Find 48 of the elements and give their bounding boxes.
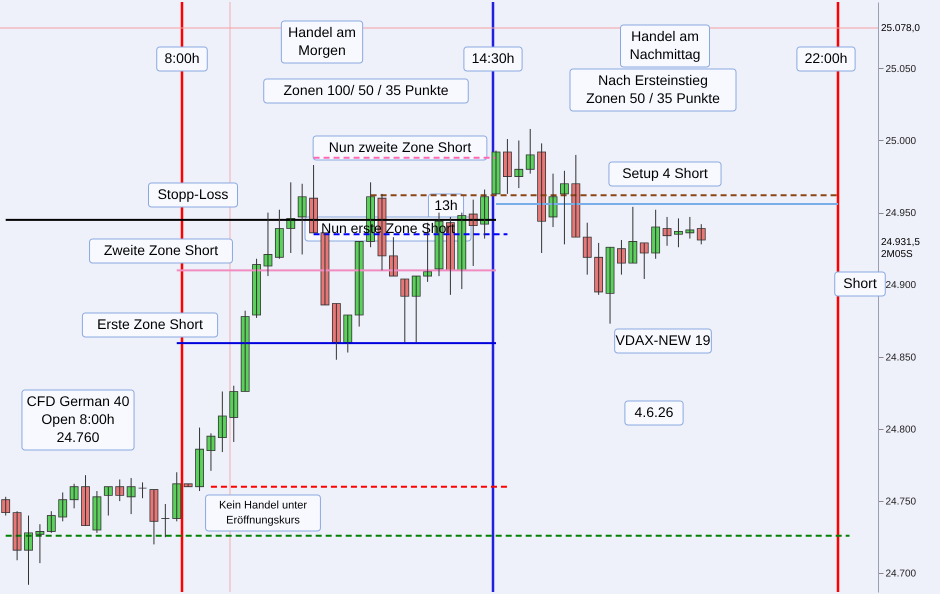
annotation: Zweite Zone Short: [104, 242, 218, 258]
candlestick: [195, 427, 204, 492]
annotation: Erste Zone Short: [97, 316, 204, 332]
annotation: Nach Ersteinstieg Zonen 50 / 35 Punkte: [586, 72, 720, 106]
annotation: Kein Handel unter Eröffnungskurs: [218, 500, 308, 526]
candlestick: [218, 390, 227, 453]
annotation: Zonen 100/ 50 / 35 Punkte: [283, 82, 449, 98]
text: 24.931,5: [881, 237, 920, 248]
y-tick-label: 24.950: [886, 208, 917, 220]
candlestick: [651, 209, 660, 260]
y-tick-label: 24.750: [886, 496, 917, 508]
candlestick: [92, 490, 102, 534]
annotation: Handel am Morgen: [288, 24, 356, 58]
candlestick: [264, 212, 272, 277]
y-tick-label: 24.900: [886, 280, 917, 292]
candlestick: [81, 474, 90, 526]
candlestick: [138, 482, 147, 499]
candlestick: [320, 232, 330, 306]
y-tick-label: 24.850: [886, 352, 917, 364]
annotation: 13h: [434, 197, 458, 213]
annotation: Short: [843, 275, 877, 291]
annotation: Nun zweite Zone Short: [328, 139, 472, 155]
ref-line-label: 25.078,0: [881, 22, 920, 34]
candlestick: [160, 504, 170, 538]
annotation: Stopp-Loss: [158, 186, 228, 202]
candlestick: [150, 489, 158, 545]
annotation: CFD German 40 Open 8:00h 24.760: [26, 393, 130, 445]
candlestick: [274, 209, 284, 260]
candlestick: [492, 150, 500, 196]
text: 2M05S: [881, 249, 914, 260]
candlestick: [560, 170, 569, 245]
candlestick: [503, 138, 512, 194]
y-tick-label: 25.050: [886, 64, 917, 75]
y-tick-label: 24.800: [886, 424, 917, 436]
annotation: VDAX-NEW 19: [616, 332, 711, 348]
annotation: 8:00h: [164, 50, 200, 66]
annotation: 14:30h: [472, 50, 514, 66]
candlestick: [617, 240, 626, 276]
candlestick: [606, 246, 614, 324]
annotation: 22:00h: [804, 50, 848, 66]
annotation: Handel am Nachmittag: [630, 28, 700, 62]
candlestick: [594, 242, 604, 296]
y-tick-label: 25.000: [886, 136, 917, 147]
candlestick: [662, 216, 672, 246]
annotation: 4.6.26: [634, 404, 674, 420]
y-tick-label: 24.700: [886, 568, 917, 580]
candlestick: [206, 432, 216, 472]
annotation: Setup 4 Short: [622, 165, 708, 181]
